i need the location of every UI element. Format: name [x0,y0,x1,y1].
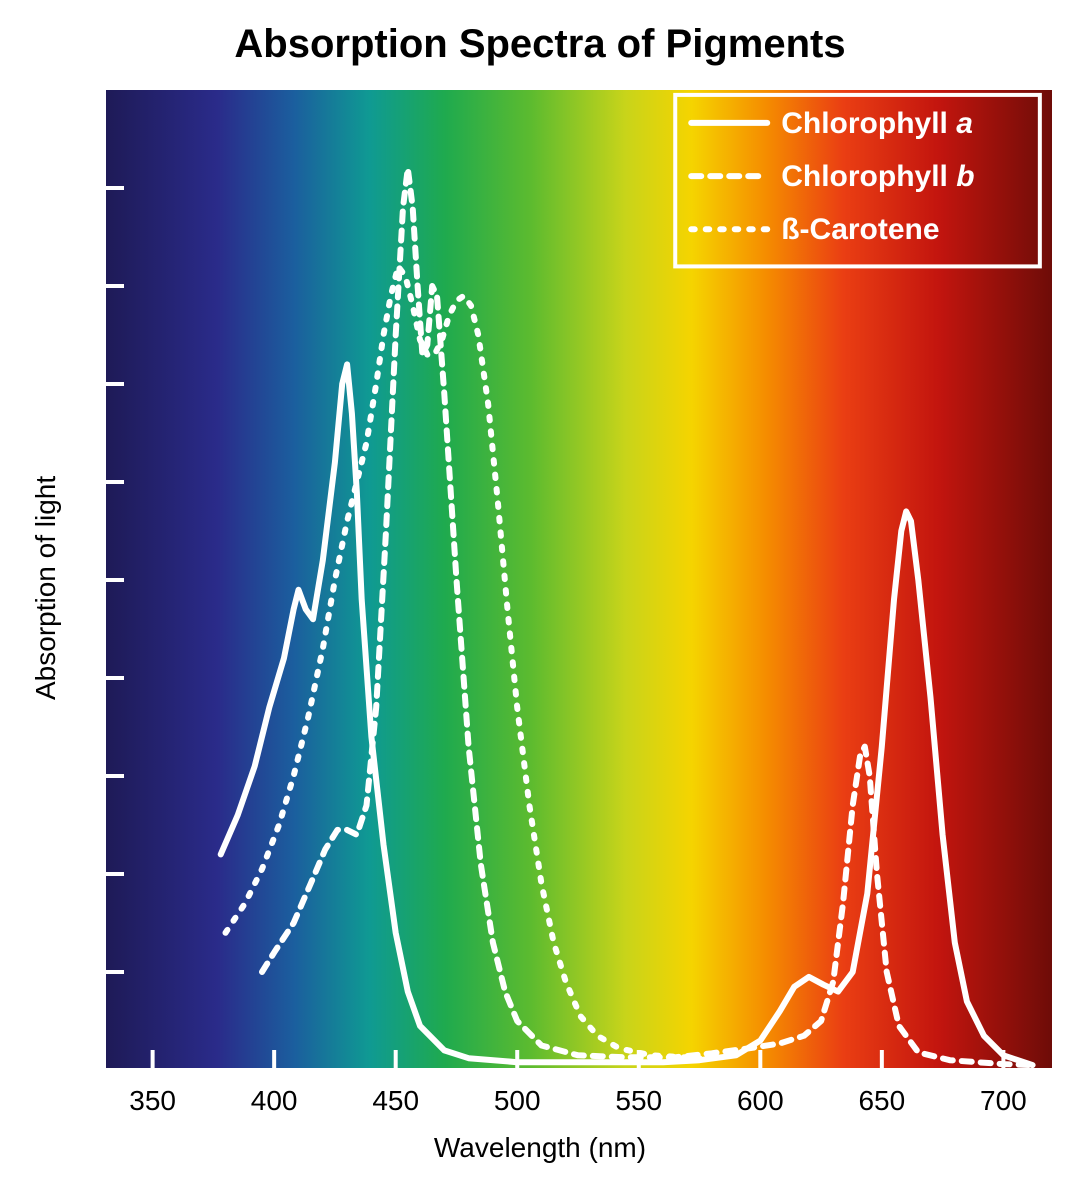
x-tick-label: 400 [251,1085,298,1116]
chart-container: { "title": "Absorption Spectra of Pigmen… [0,0,1080,1195]
x-tick-label: 600 [737,1085,784,1116]
x-tick-label: 550 [615,1085,662,1116]
legend-entry-label: ß-Carotene [781,213,939,246]
plot-area: 350400450500550600650700Chlorophyll aChl… [104,90,1052,1070]
x-axis-label: Wavelength (nm) [0,1132,1080,1164]
x-tick-label: 350 [129,1085,176,1116]
y-axis-label: Absorption of light [30,476,62,700]
x-tick-label: 450 [372,1085,419,1116]
legend-entry-label: Chlorophyll a [781,107,973,140]
x-tick-label: 500 [494,1085,541,1116]
chart-title: Absorption Spectra of Pigments [0,22,1080,67]
x-tick-label: 650 [858,1085,905,1116]
legend-entry-label: Chlorophyll b [781,160,974,193]
x-tick-label: 700 [980,1085,1027,1116]
